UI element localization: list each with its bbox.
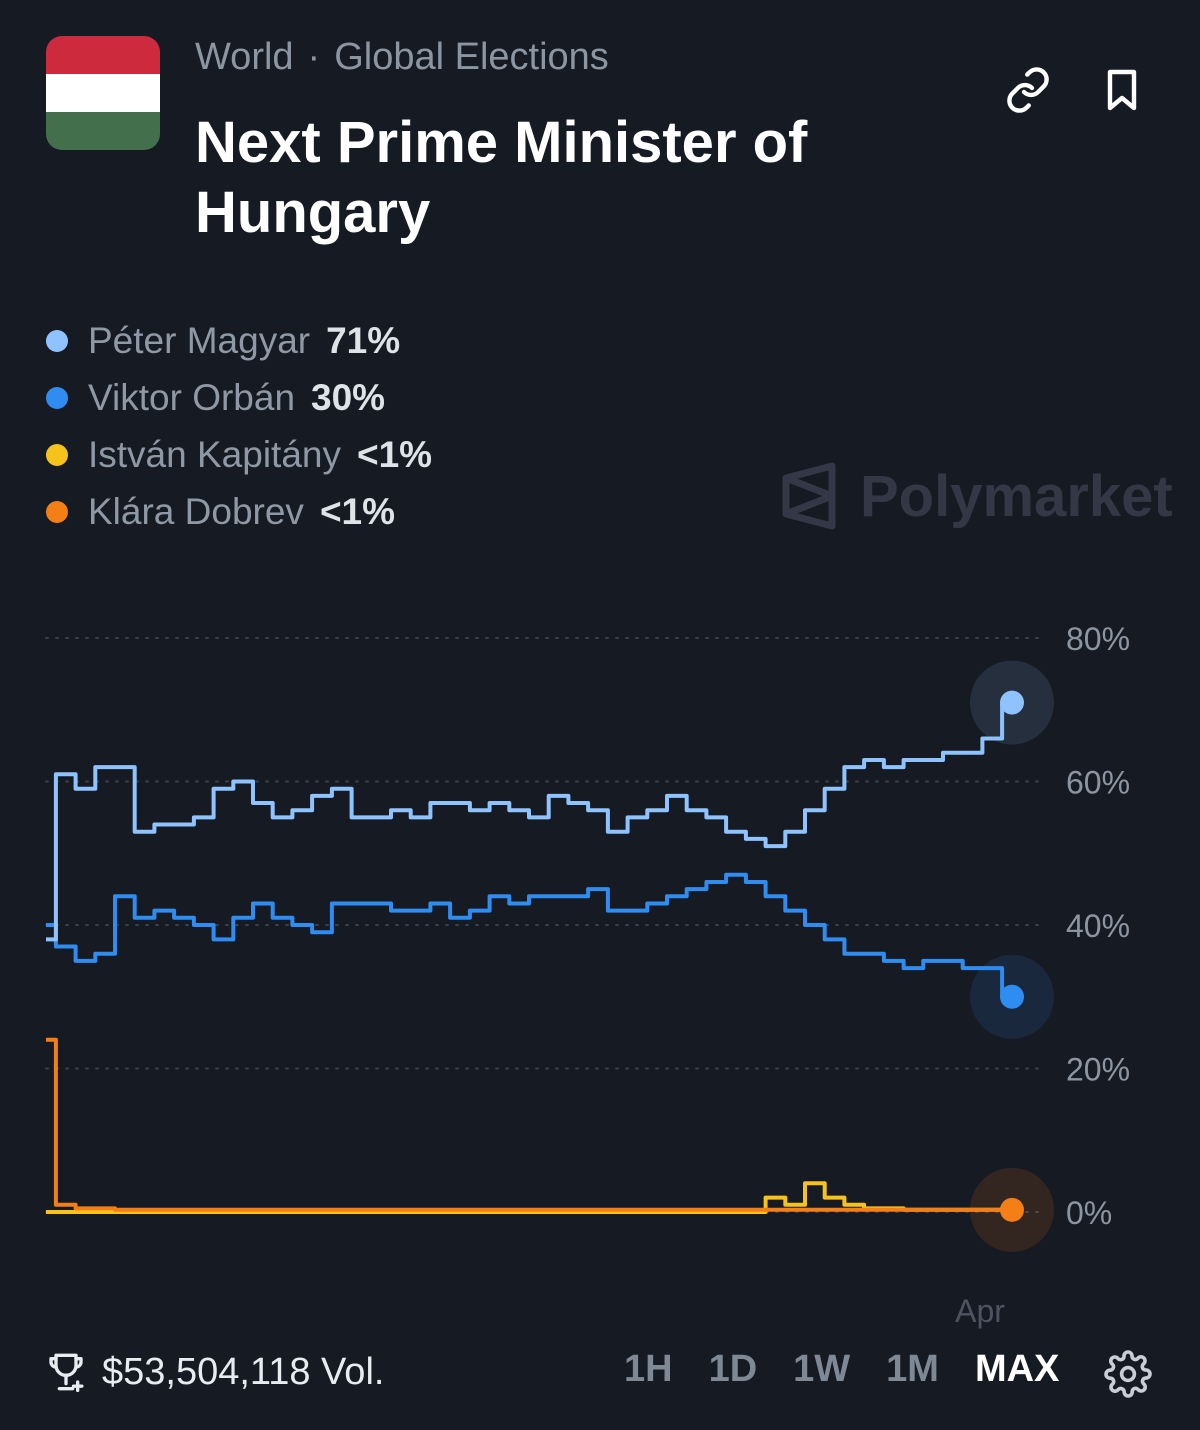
legend-name: István Kapitány <box>88 433 341 475</box>
legend-percent: <1% <box>356 433 433 475</box>
series-end-point <box>1000 690 1024 715</box>
range-max[interactable]: MAX <box>974 1348 1060 1390</box>
flag-stripe-white <box>46 74 160 112</box>
y-tick-label: 40% <box>1066 908 1130 944</box>
legend-percent: <1% <box>319 490 396 532</box>
breadcrumb-world[interactable]: World <box>195 36 294 78</box>
range-1h[interactable]: 1H <box>624 1348 673 1390</box>
y-tick-label: 80% <box>1066 621 1130 657</box>
price-chart[interactable]: 80% 60% 40% 20% 0% Apr <box>0 600 1200 1340</box>
breadcrumb-global-elections[interactable]: Global Elections <box>334 36 609 78</box>
legend-dot <box>46 386 68 409</box>
polymarket-logo-icon <box>782 462 836 530</box>
polymarket-watermark: Polymarket <box>780 462 1173 530</box>
legend-item-magyar: Péter Magyar 71% <box>46 312 432 369</box>
bookmark-button[interactable] <box>1094 62 1150 118</box>
range-1m[interactable]: 1M <box>886 1348 939 1390</box>
legend-percent: 71% <box>326 319 401 361</box>
range-1d[interactable]: 1D <box>708 1348 758 1390</box>
bookmark-icon <box>1107 69 1137 111</box>
series-line-3 <box>46 1037 1012 1212</box>
volume-display: $53,504,118 Vol. <box>46 1350 384 1394</box>
legend-percent: 30% <box>311 376 386 418</box>
breadcrumb-separator: · <box>307 36 321 78</box>
legend-item-orban: Viktor Orbán 30% <box>46 369 432 426</box>
legend-name: Klára Dobrev <box>88 490 304 532</box>
chart-settings-button[interactable] <box>1104 1350 1152 1403</box>
range-1w[interactable]: 1W <box>793 1348 851 1390</box>
link-button[interactable] <box>1000 62 1056 118</box>
flag-stripe-green <box>46 112 160 150</box>
gear-icon <box>1104 1350 1152 1398</box>
series-line-2 <box>46 1181 1012 1214</box>
legend-item-kapitany: István Kapitány <1% <box>46 426 432 483</box>
time-range-selector: 1H 1D 1W 1M MAX <box>606 1348 1077 1391</box>
y-tick-label: 60% <box>1066 765 1130 801</box>
series-end-point <box>1000 984 1024 1009</box>
y-tick-label: 20% <box>1066 1052 1130 1088</box>
page-title: Next Prime Minister of Hungary <box>195 110 808 245</box>
y-tick-label: 0% <box>1066 1195 1112 1231</box>
legend-dot <box>46 329 68 352</box>
series-end-point <box>1000 1197 1024 1222</box>
breadcrumb: World · Global Elections <box>195 36 609 79</box>
volume-text: $53,504,118 Vol. <box>102 1350 385 1393</box>
hungary-flag <box>46 36 160 150</box>
legend-name: Péter Magyar <box>88 319 311 361</box>
link-icon <box>1007 67 1049 113</box>
x-tick-label: Apr <box>955 1293 1005 1329</box>
legend-item-dobrev: Klára Dobrev <1% <box>46 483 432 540</box>
legend-dot <box>46 443 68 466</box>
series-line-0 <box>46 700 1012 942</box>
trophy-icon <box>49 1353 84 1392</box>
flag-stripe-red <box>46 36 160 74</box>
series-line-1 <box>46 872 1012 999</box>
watermark-text: Polymarket <box>860 463 1173 529</box>
legend-name: Viktor Orbán <box>88 376 296 418</box>
legend-dot <box>46 500 68 523</box>
legend: Péter Magyar 71% Viktor Orbán 30% István… <box>46 312 432 540</box>
footer: $53,504,118 Vol. 1H 1D 1W 1M MAX <box>0 1340 1200 1410</box>
